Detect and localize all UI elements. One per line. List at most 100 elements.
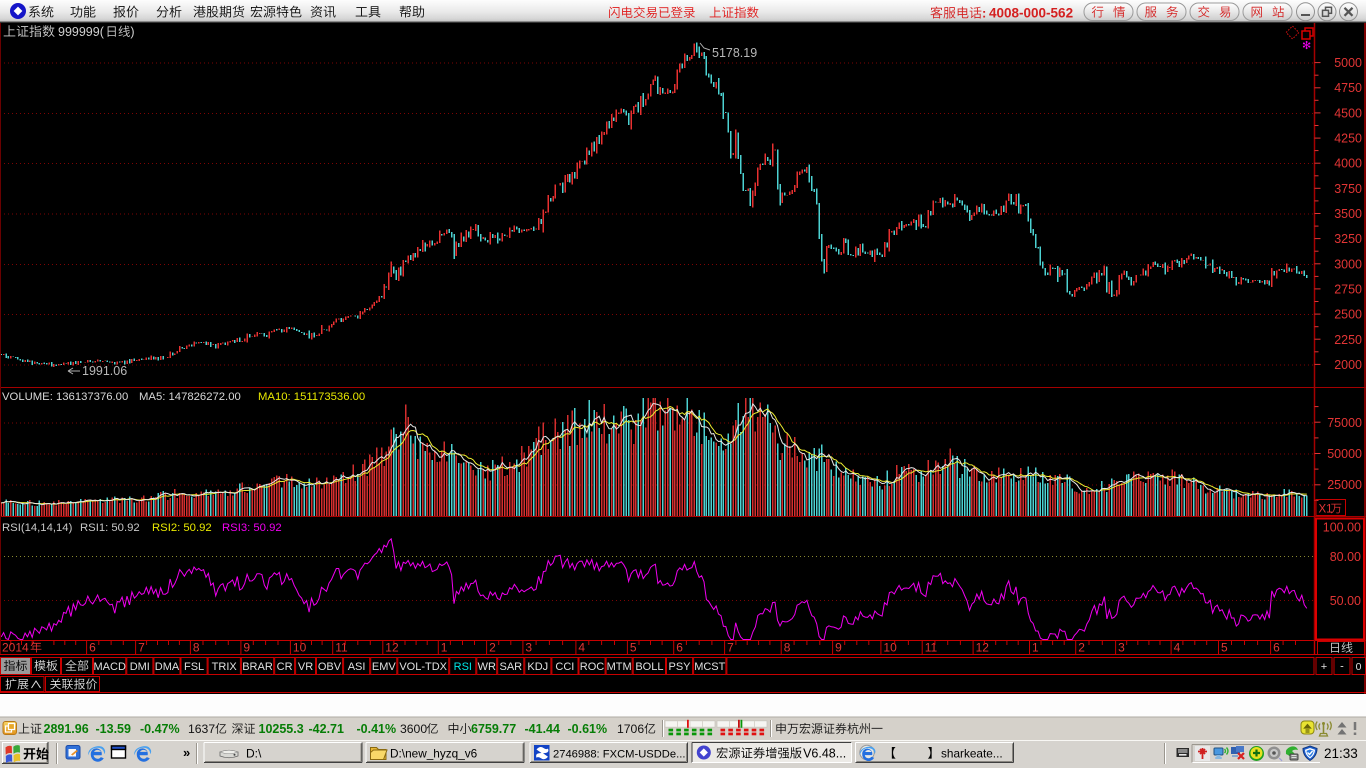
svg-text:2750: 2750: [1334, 282, 1362, 296]
svg-text:9: 9: [835, 641, 842, 655]
svg-text:CR: CR: [277, 661, 293, 673]
svg-text:2: 2: [489, 641, 496, 655]
svg-text:-: -: [1340, 661, 1344, 673]
svg-text:FSL: FSL: [184, 661, 204, 673]
svg-text:3: 3: [525, 641, 532, 655]
svg-text:9: 9: [243, 641, 250, 655]
svg-text:12: 12: [385, 641, 399, 655]
svg-text:3500: 3500: [1334, 207, 1362, 221]
svg-text:0: 0: [1356, 661, 1362, 673]
svg-text:-41.44: -41.44: [525, 722, 560, 736]
svg-text:PSY: PSY: [668, 661, 691, 673]
svg-text:RSI1: 50.92: RSI1: 50.92: [80, 522, 140, 534]
svg-text:-0.41%: -0.41%: [357, 722, 397, 736]
svg-text:6: 6: [676, 641, 683, 655]
svg-text:X1: X1: [1319, 504, 1333, 516]
svg-text:D:\new_hyzq_v6: D:\new_hyzq_v6: [390, 747, 478, 761]
svg-text:8: 8: [784, 641, 791, 655]
svg-text:3: 3: [1118, 641, 1125, 655]
svg-text:2014: 2014: [2, 641, 29, 655]
svg-text:4250: 4250: [1334, 132, 1362, 146]
svg-text:75000: 75000: [1327, 416, 1362, 430]
svg-text:D:\: D:\: [246, 747, 262, 761]
svg-text:2000: 2000: [1334, 358, 1362, 372]
svg-text:999999(: 999999(: [58, 25, 105, 39]
svg-text:50000: 50000: [1327, 447, 1362, 461]
svg-text:2746988: FXCM-USDDe...: 2746988: FXCM-USDDe...: [553, 749, 685, 761]
svg-text:3600: 3600: [400, 722, 427, 736]
svg-text:1637: 1637: [188, 722, 215, 736]
svg-text:21:33: 21:33: [1324, 746, 1358, 761]
svg-text:2891.96: 2891.96: [44, 722, 89, 736]
svg-text:ASI: ASI: [348, 661, 366, 673]
svg-text:7: 7: [138, 641, 145, 655]
svg-text:100.00: 100.00: [1323, 521, 1361, 535]
svg-text:4008-000-562: 4008-000-562: [989, 6, 1073, 21]
svg-text:DMA: DMA: [155, 661, 180, 673]
svg-text:25000: 25000: [1327, 478, 1362, 492]
svg-text::: :: [982, 6, 986, 21]
svg-text:3250: 3250: [1334, 232, 1362, 246]
svg-text:-13.59: -13.59: [96, 722, 131, 736]
svg-text:TRIX: TRIX: [212, 661, 238, 673]
svg-text:BRAR: BRAR: [242, 661, 273, 673]
svg-text:RSI(14,14,14): RSI(14,14,14): [2, 522, 73, 534]
svg-text:sharkeate...: sharkeate...: [941, 747, 1003, 761]
svg-text:MA10: 151173536.00: MA10: 151173536.00: [258, 391, 365, 403]
svg-text:KDJ: KDJ: [527, 661, 548, 673]
svg-text:6: 6: [89, 641, 96, 655]
svg-text:3750: 3750: [1334, 182, 1362, 196]
svg-text:-0.47%: -0.47%: [140, 722, 180, 736]
svg-text:-42.71: -42.71: [309, 722, 344, 736]
svg-text:1: 1: [1032, 641, 1039, 655]
svg-text:10: 10: [883, 641, 897, 655]
svg-text:VOL-TDX: VOL-TDX: [399, 661, 447, 673]
svg-text:8: 8: [193, 641, 200, 655]
svg-text:VR: VR: [298, 661, 313, 673]
svg-text:11: 11: [925, 641, 938, 655]
svg-text:1991.06: 1991.06: [82, 364, 127, 378]
svg-text:ROC: ROC: [580, 661, 605, 673]
svg-text:5: 5: [630, 641, 637, 655]
svg-text:2250: 2250: [1334, 333, 1362, 347]
svg-text:+: +: [1321, 661, 1327, 673]
svg-text:5178.19: 5178.19: [712, 46, 757, 60]
svg-text:RSI2: 50.92: RSI2: 50.92: [152, 522, 212, 534]
svg-text:-0.61%: -0.61%: [568, 722, 608, 736]
svg-text:DMI: DMI: [130, 661, 150, 673]
svg-text:1706: 1706: [617, 722, 644, 736]
svg-text:EMV: EMV: [372, 661, 397, 673]
svg-text:6: 6: [1273, 641, 1280, 655]
svg-text:80.00: 80.00: [1330, 550, 1361, 564]
svg-text:): ): [130, 25, 134, 39]
svg-text:V6.48...: V6.48...: [803, 747, 846, 761]
svg-text:4000: 4000: [1334, 157, 1362, 171]
svg-text:6759.77: 6759.77: [471, 722, 516, 736]
svg-text:2: 2: [1078, 641, 1085, 655]
svg-text:4500: 4500: [1334, 106, 1362, 120]
svg-text:50.00: 50.00: [1330, 594, 1361, 608]
svg-text:MTM: MTM: [607, 661, 632, 673]
svg-text:7: 7: [727, 641, 734, 655]
svg-text:10255.3: 10255.3: [259, 722, 304, 736]
svg-text:12: 12: [976, 641, 990, 655]
svg-text:5: 5: [1221, 641, 1228, 655]
svg-text:✻: ✻: [1302, 40, 1311, 52]
svg-text:SAR: SAR: [499, 661, 522, 673]
svg-text:BOLL: BOLL: [635, 661, 663, 673]
svg-text:OBV: OBV: [318, 661, 342, 673]
svg-text:4: 4: [578, 641, 585, 655]
svg-text:MACD: MACD: [94, 661, 126, 673]
svg-text:WR: WR: [478, 661, 496, 673]
svg-text:4: 4: [1174, 641, 1181, 655]
svg-text:10: 10: [293, 641, 307, 655]
svg-text:3000: 3000: [1334, 257, 1362, 271]
svg-text:CCI: CCI: [555, 661, 574, 673]
svg-text:RSI: RSI: [454, 661, 472, 673]
svg-text:2500: 2500: [1334, 308, 1362, 322]
svg-text:11: 11: [335, 641, 348, 655]
svg-text:MA5: 147826272.00: MA5: 147826272.00: [139, 391, 241, 403]
svg-text:»: »: [183, 745, 190, 760]
svg-text:4750: 4750: [1334, 81, 1362, 95]
svg-text:5000: 5000: [1334, 56, 1362, 70]
